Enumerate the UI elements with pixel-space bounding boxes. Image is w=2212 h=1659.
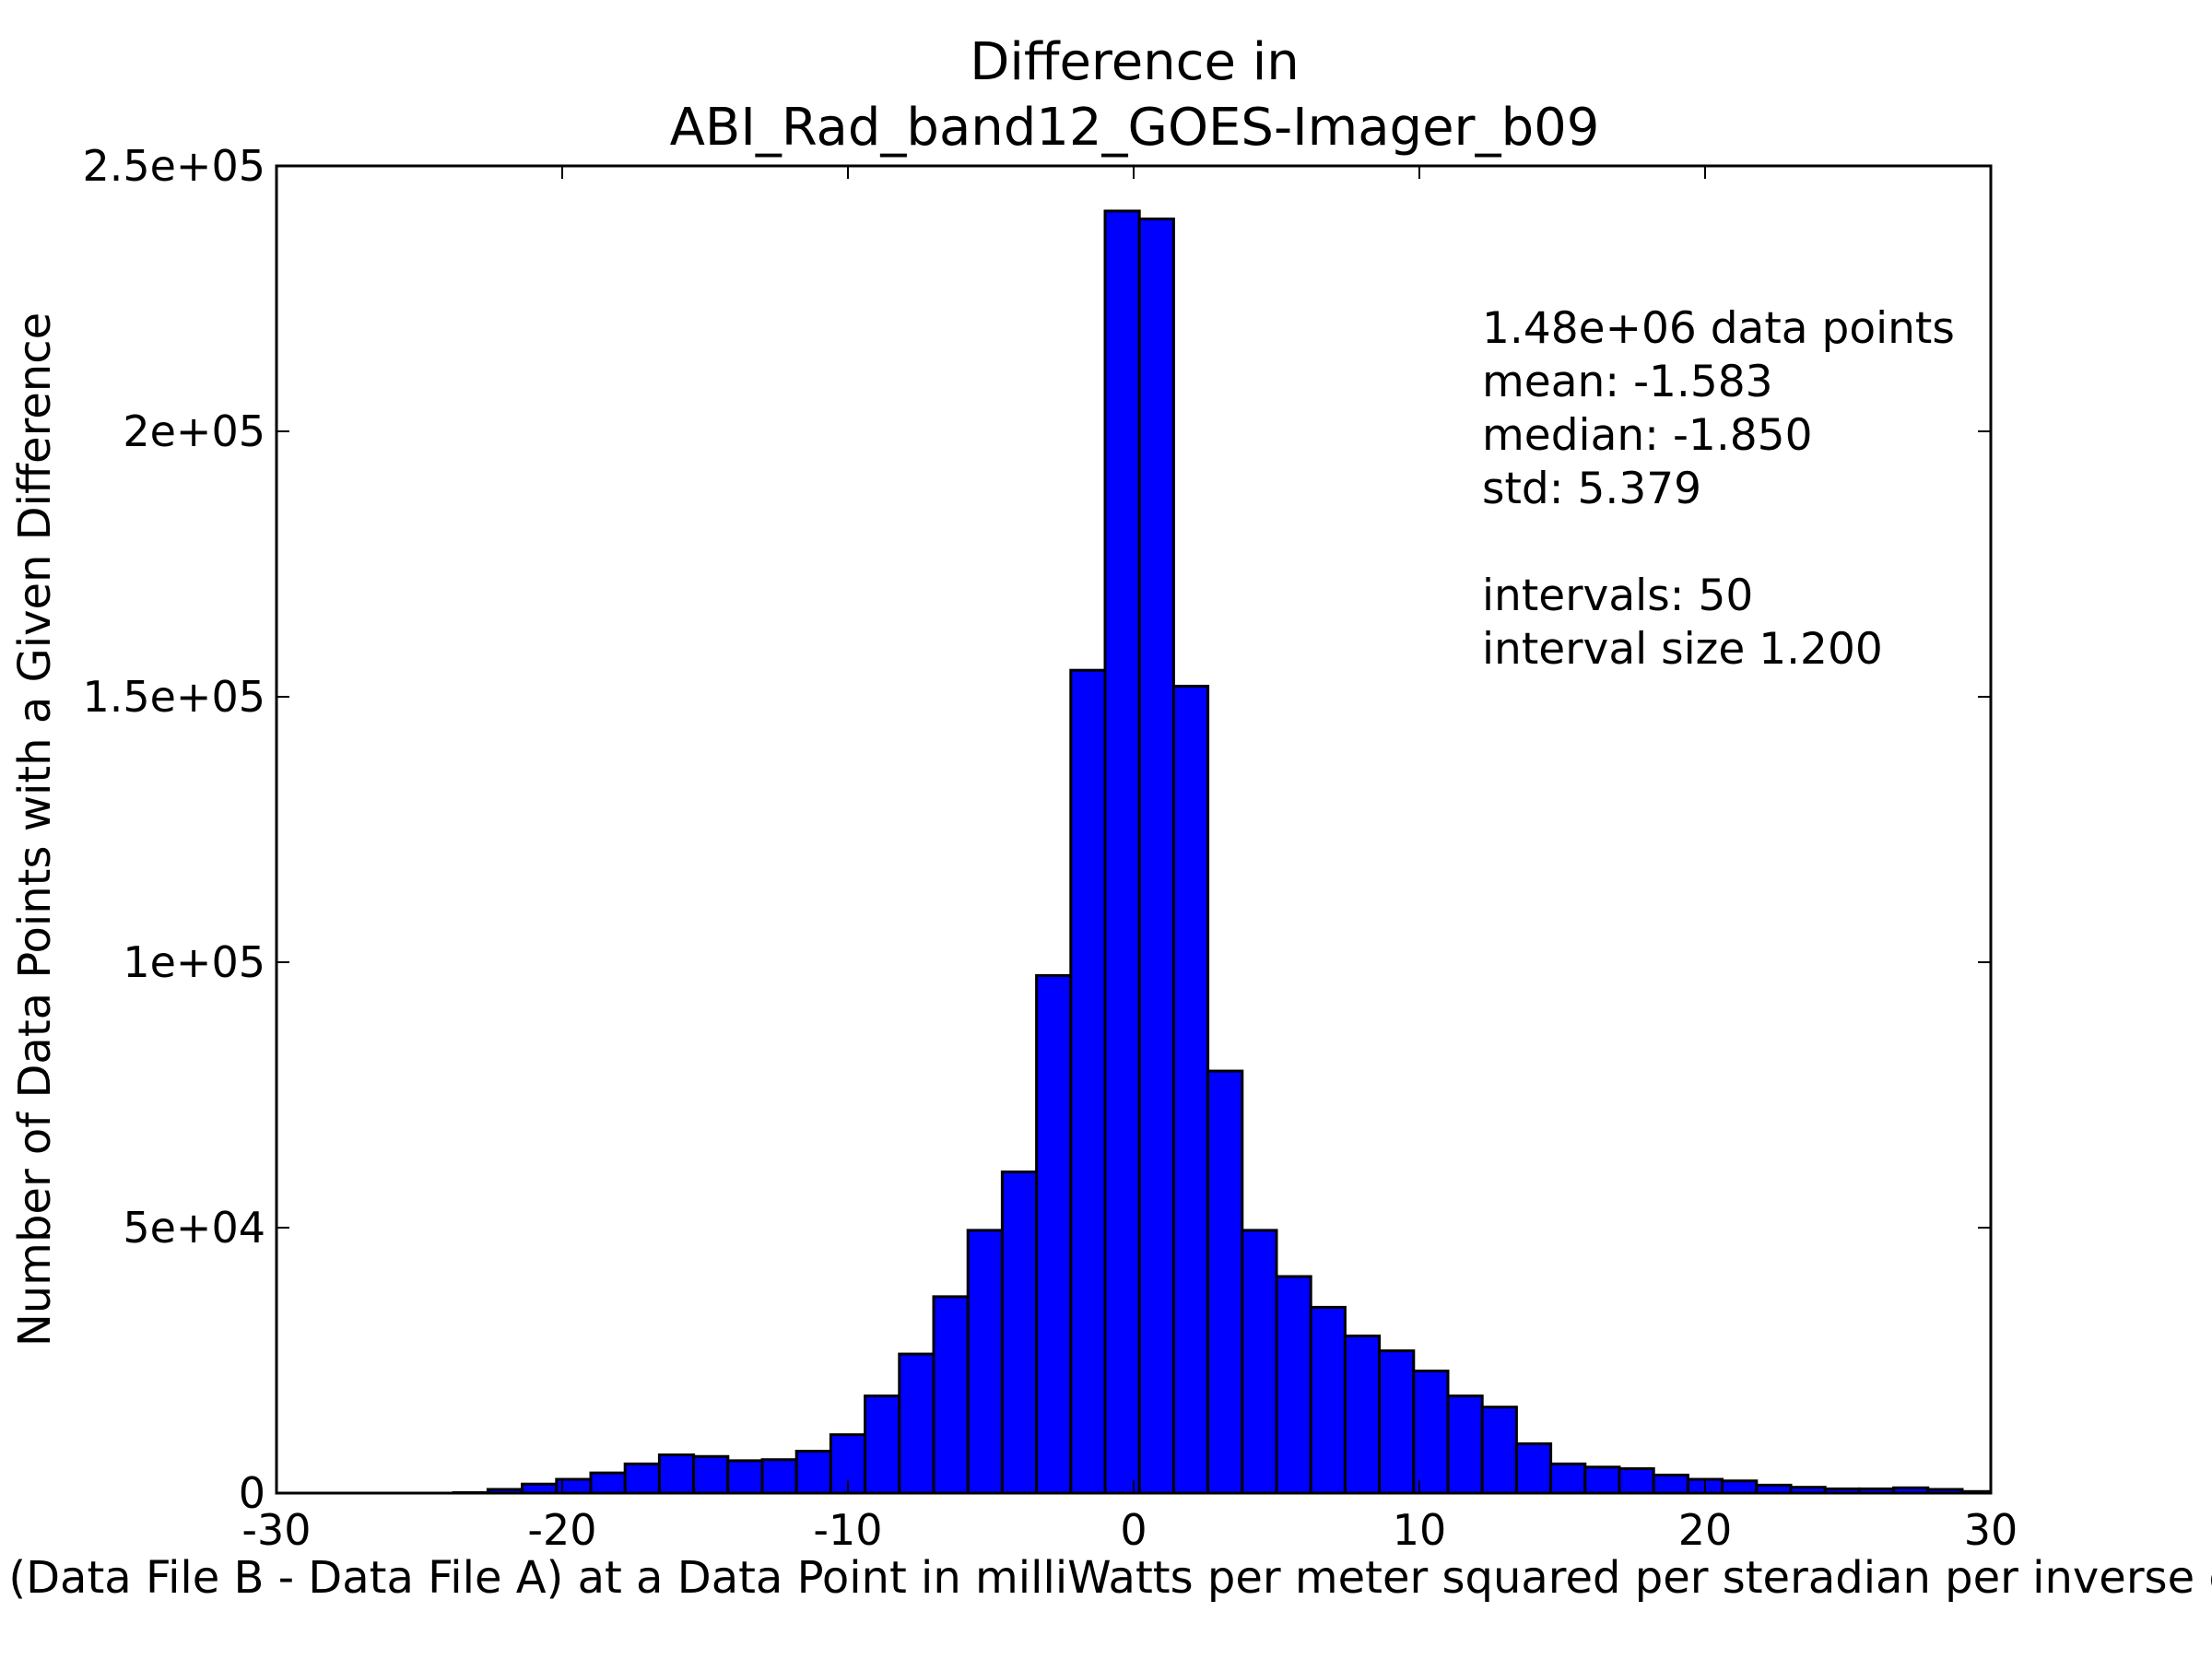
x-tick-label: -30 [241, 1505, 311, 1555]
y-axis-label: Number of Data Points with a Given Diffe… [9, 312, 61, 1347]
histogram-bar [1206, 1069, 1244, 1495]
stats-annotation: 1.48e+06 data points mean: -1.583 median: … [1482, 303, 1955, 675]
histogram-bar [1103, 209, 1141, 1495]
y-tick-label: 2.5e+05 [82, 141, 265, 191]
histogram-bar [1652, 1473, 1689, 1495]
histogram-bar [1137, 218, 1175, 1495]
histogram-bar [1241, 1229, 1278, 1495]
histogram-bar [1309, 1305, 1347, 1495]
histogram-bar [1171, 684, 1210, 1495]
y-tick-label: 1.5e+05 [82, 672, 265, 722]
histogram-bar [1378, 1349, 1416, 1495]
x-tick-label: -20 [527, 1505, 596, 1555]
stats-line: intervals: 50 [1482, 571, 1753, 621]
x-axis-label: Value of (Data File B - Data File A) at … [0, 1552, 2212, 1604]
stats-line: interval size 1.200 [1482, 624, 1883, 675]
histogram-bar [760, 1458, 798, 1495]
histogram-bar [898, 1352, 935, 1495]
histogram-bar [1549, 1462, 1587, 1495]
y-tick-label: 5e+04 [123, 1203, 265, 1253]
tick-labels: -30 -20 -10 0 10 20 30 0 5e+04 1e+05 1.5e+05 2e+05 2… [82, 141, 2018, 1555]
histogram-bar [623, 1462, 661, 1495]
stats-line: mean: -1.583 [1482, 357, 1773, 407]
histogram-bar [1721, 1479, 1759, 1495]
stats-line: std: 5.379 [1482, 464, 1701, 514]
histogram-bar [726, 1459, 764, 1495]
plot-frame [275, 164, 1993, 1495]
histogram-bar [657, 1453, 696, 1495]
chart-title-line-1: Difference in [970, 32, 1300, 92]
x-tick-label: -10 [813, 1505, 882, 1555]
y-tick-label: 0 [239, 1468, 265, 1518]
histogram-bars [452, 209, 1993, 1495]
histogram-bar [1275, 1275, 1312, 1495]
histogram-bar [1480, 1406, 1518, 1495]
histogram-bar [1446, 1394, 1484, 1495]
histogram-bar [1069, 668, 1107, 1495]
stats-line: 1.48e+06 data points [1482, 303, 1955, 354]
histogram-bar [1412, 1370, 1450, 1495]
x-tick-label: 10 [1393, 1505, 1447, 1555]
histogram-bar [932, 1295, 970, 1495]
x-tick-label: 0 [1120, 1505, 1147, 1555]
chart-title-line-2: ABI_Rad_band12_GOES-Imager_b09 [670, 98, 1600, 158]
histogram-bar [1514, 1441, 1553, 1495]
y-tick-label: 1e+05 [123, 937, 265, 987]
histogram-bar [692, 1454, 730, 1495]
histogram-bar [864, 1394, 901, 1495]
stats-line [1482, 517, 1496, 568]
x-tick-label: 30 [1964, 1505, 2018, 1555]
y-tick-label: 2e+05 [123, 406, 265, 456]
histogram-bar [1035, 973, 1073, 1495]
stats-line: median: -1.850 [1482, 410, 1812, 461]
histogram-bar [589, 1471, 627, 1495]
histogram-bar [1343, 1335, 1382, 1495]
histogram-bar [794, 1449, 832, 1495]
histogram-bar [1618, 1467, 1655, 1495]
x-tick-label: 20 [1678, 1505, 1733, 1555]
histogram-bar [966, 1229, 1004, 1495]
histogram-bar [1000, 1171, 1039, 1495]
histogram-bar [1583, 1465, 1621, 1495]
